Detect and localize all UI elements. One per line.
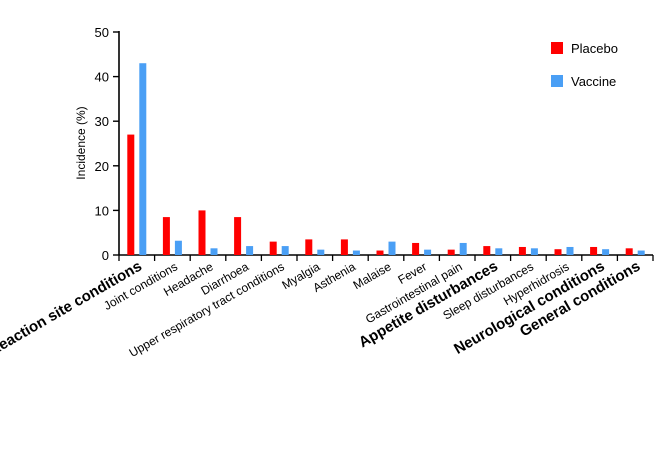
legend-label-vaccine: Vaccine	[571, 74, 616, 89]
bar-placebo	[518, 246, 526, 255]
bar-placebo	[234, 217, 242, 255]
y-tick-label: 40	[95, 70, 109, 85]
bar-placebo	[127, 134, 135, 255]
bar-placebo	[625, 248, 633, 255]
legend-swatch-vaccine	[551, 75, 563, 87]
y-tick-label: 0	[102, 248, 109, 263]
bar-placebo	[269, 241, 277, 255]
legend-label-placebo: Placebo	[571, 41, 618, 56]
y-tick-label: 30	[95, 114, 109, 129]
bar-vaccine	[317, 249, 325, 255]
y-ticks: 0 10 20 30 40 50	[95, 25, 119, 263]
x-category-label: Malaise	[351, 259, 394, 292]
plot-area: 0 10 20 30 40 50	[95, 25, 654, 263]
bar-vaccine	[637, 250, 645, 255]
bar-placebo	[412, 242, 420, 255]
y-tick-label: 50	[95, 25, 109, 40]
bar-vaccine	[174, 240, 182, 255]
legend-swatch-placebo	[551, 42, 563, 54]
x-category-label: Reaction site conditions	[0, 258, 145, 359]
legend: Placebo Vaccine	[551, 41, 618, 89]
bar-placebo	[376, 250, 384, 255]
y-tick-label: 10	[95, 203, 109, 218]
bar-vaccine	[530, 248, 538, 255]
bar-placebo	[305, 239, 313, 255]
bar-vaccine	[495, 248, 503, 255]
bar-placebo	[483, 246, 491, 255]
bar-placebo	[198, 210, 206, 255]
y-axis-title: Incidence (%)	[74, 106, 88, 179]
bar-vaccine	[246, 246, 254, 255]
bar-placebo	[554, 249, 562, 255]
bar-vaccine	[352, 250, 360, 255]
bar-vaccine	[566, 246, 574, 255]
bar-placebo	[340, 239, 348, 255]
bar-vaccine	[281, 246, 289, 255]
bars	[127, 63, 645, 255]
bar-vaccine	[139, 63, 147, 255]
bar-vaccine	[459, 242, 467, 255]
bar-vaccine	[602, 249, 610, 255]
bar-placebo	[590, 246, 598, 255]
bar-placebo	[162, 217, 170, 255]
y-tick-label: 20	[95, 159, 109, 174]
bar-vaccine	[424, 249, 432, 255]
bar-placebo	[447, 249, 455, 255]
bar-vaccine	[388, 241, 396, 255]
bar-vaccine	[210, 248, 218, 255]
x-ticks	[118, 255, 654, 261]
